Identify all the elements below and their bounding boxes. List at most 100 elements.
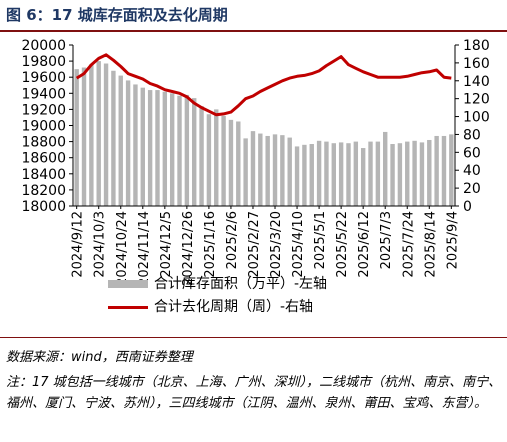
x-tick-label: 2024/10/24: [115, 211, 130, 286]
right-tick-label: 140: [463, 74, 490, 90]
bar: [294, 146, 300, 206]
bar: [155, 90, 160, 206]
right-tick-label: 120: [463, 92, 490, 108]
bar: [353, 141, 359, 206]
x-tick-label: 2025/8/14: [423, 211, 438, 278]
x-tick-label: 2025/6/12: [357, 211, 372, 278]
bar: [214, 109, 219, 206]
bar: [103, 63, 109, 206]
bar: [316, 140, 322, 206]
left-tick-label: 19200: [21, 102, 66, 118]
right-tick-label: 0: [463, 199, 472, 215]
bar: [192, 98, 197, 206]
bar: [375, 141, 381, 206]
x-tick-label: 2025/5/22: [335, 211, 350, 278]
bar: [199, 106, 204, 206]
left-tick-label: 20000: [21, 38, 66, 54]
bar: [250, 131, 256, 206]
title-rule: [0, 30, 507, 32]
x-tick-label: 2025/4/10: [291, 211, 306, 278]
bar: [427, 139, 432, 206]
legend-swatch-line: [108, 305, 148, 309]
legend-item-inventory: 合计库存面积（万平）-左轴: [108, 273, 327, 293]
legend-label-cycle: 合计去化周期（周）-右轴: [154, 299, 314, 315]
bar: [405, 141, 410, 206]
bar: [258, 133, 263, 206]
bar: [434, 135, 439, 206]
left-tick-label: 18800: [21, 135, 66, 151]
bar: [140, 87, 145, 206]
bar: [96, 61, 101, 206]
right-tick-label: 40: [463, 163, 481, 179]
source-rule: [0, 337, 507, 338]
bar: [184, 94, 190, 206]
x-tick-label: 2024/12/26: [181, 211, 196, 286]
bar: [397, 143, 403, 206]
bar: [133, 84, 138, 206]
bar: [206, 114, 212, 206]
bar: [221, 115, 226, 206]
bar: [360, 148, 366, 206]
x-tick-label: 2025/9/4: [445, 211, 460, 269]
bar: [236, 121, 241, 206]
bar: [111, 70, 116, 206]
x-tick-label: 2025/2/27: [247, 211, 262, 278]
right-tick-label: 100: [463, 110, 490, 126]
legend-label-inventory: 合计库存面积（万平）-左轴: [154, 276, 328, 292]
x-tick-label: 2024/9/12: [71, 211, 86, 278]
bar: [412, 140, 417, 206]
x-tick-label: 2024/11/14: [137, 211, 152, 286]
bar: [324, 141, 329, 206]
bar: [169, 93, 175, 206]
legend-item-cycle: 合计去化周期（周）-右轴: [108, 296, 313, 316]
right-tick-label: 160: [463, 56, 490, 72]
bar: [265, 135, 270, 206]
bar: [228, 119, 234, 206]
x-tick-label: 2025/7/3: [379, 211, 394, 269]
line-series-cycle: [75, 53, 452, 117]
x-tick-label: 2024/10/3: [93, 211, 108, 278]
x-tick-label: 2025/3/20: [269, 211, 284, 278]
left-tick-label: 18200: [21, 183, 66, 199]
bar: [74, 69, 79, 207]
bar: [118, 75, 123, 206]
right-tick-label: 180: [463, 38, 490, 54]
bar: [309, 144, 314, 206]
source-text: 数据来源：wind，西南证券整理: [6, 350, 193, 365]
bar: [287, 137, 292, 206]
left-tick-label: 19400: [21, 86, 66, 102]
legend-swatch-bar: [108, 280, 148, 288]
right-tick-label: 80: [463, 127, 481, 143]
x-tick-label: 2025/7/24: [401, 211, 416, 278]
bar: [390, 144, 395, 206]
bar: [243, 138, 248, 206]
bar: [272, 134, 278, 206]
bar: [177, 95, 182, 206]
bar: [331, 143, 336, 206]
right-tick-label: 20: [463, 181, 481, 197]
bar: [302, 144, 307, 206]
bar: [162, 91, 168, 206]
bar: [441, 135, 447, 206]
left-tick-label: 18000: [21, 199, 66, 215]
note-text: 注：17 城包括一线城市（北京、上海、广州、深圳），二线城市（杭州、南京、南宁、…: [6, 375, 502, 411]
bar: [89, 64, 94, 206]
bar: [147, 90, 153, 206]
x-tick-label: 2024/12/5: [159, 211, 174, 278]
left-tick-label: 19600: [21, 70, 66, 86]
x-tick-label: 2025/1/16: [203, 211, 218, 278]
bar: [280, 135, 285, 206]
x-tick-label: 2025/2/6: [225, 211, 240, 269]
x-tick-label: 2025/5/1: [313, 211, 328, 269]
left-tick-label: 19800: [21, 54, 66, 70]
left-tick-label: 18600: [21, 151, 66, 167]
right-tick-label: 60: [463, 145, 481, 161]
inventory-chart: 1800018200184001860018800190001920019400…: [21, 38, 490, 286]
bar: [368, 141, 373, 206]
bar: [81, 67, 87, 206]
figure-title: 图 6：17 城库存面积及去化周期: [6, 6, 228, 24]
bar: [383, 131, 388, 206]
bar: [346, 143, 351, 206]
left-tick-label: 19000: [21, 119, 66, 135]
bar: [338, 142, 344, 206]
